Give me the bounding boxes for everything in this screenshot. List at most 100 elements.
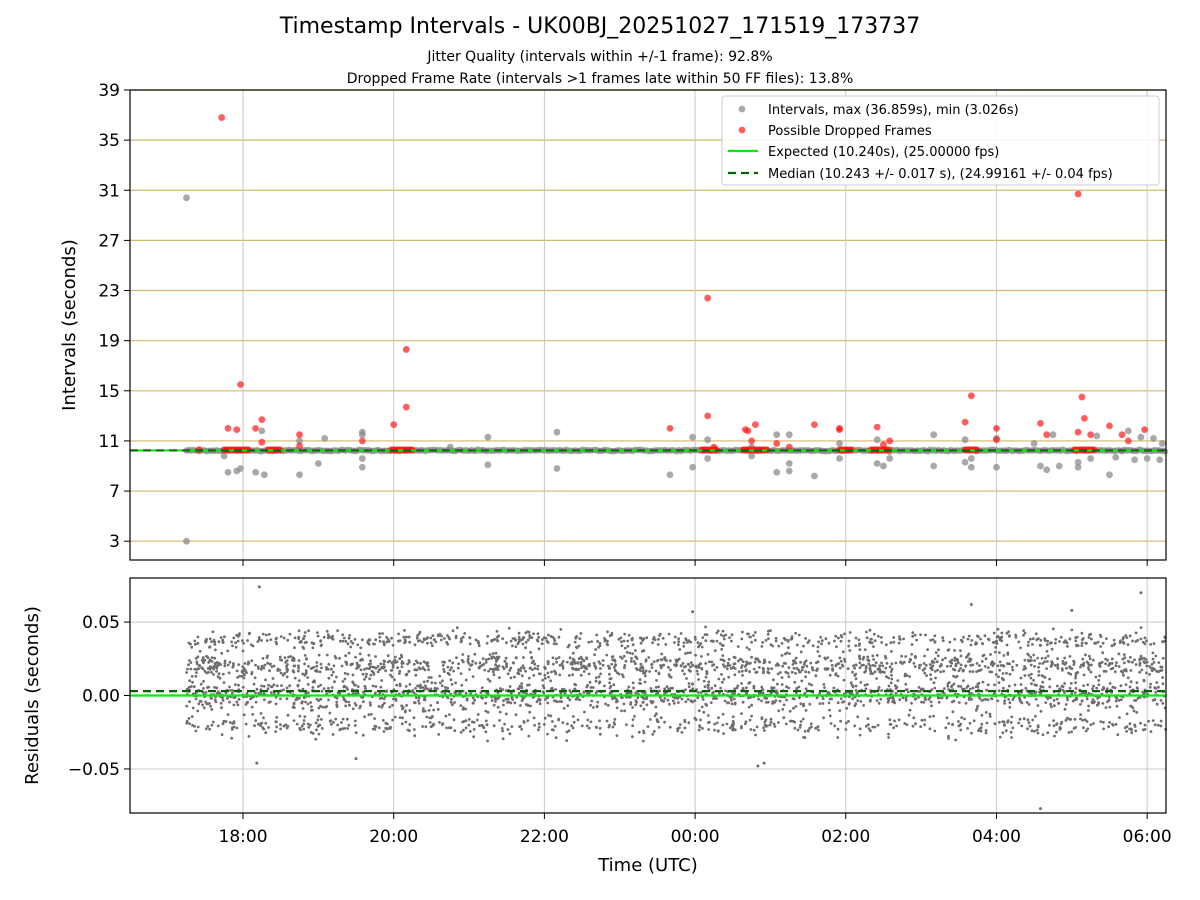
residual-point	[593, 664, 597, 667]
residual-point	[433, 681, 437, 685]
residual-point	[417, 696, 421, 700]
residual-point	[268, 700, 272, 704]
residual-point	[989, 653, 992, 656]
residual-point	[603, 637, 606, 640]
residual-point	[774, 689, 778, 693]
residual-point	[310, 641, 314, 645]
residual-point	[752, 728, 756, 732]
residual-point	[341, 680, 345, 683]
residual-point	[1131, 706, 1135, 710]
residual-point	[774, 636, 778, 640]
residual-point	[371, 727, 375, 731]
residual-point	[1143, 642, 1147, 646]
residual-point	[202, 706, 206, 710]
residual-point	[980, 722, 984, 726]
residual-point	[1095, 686, 1099, 690]
residual-point	[631, 652, 634, 655]
residual-point	[907, 713, 911, 717]
residual-point	[846, 667, 850, 671]
residual-point	[1068, 637, 1072, 641]
residual-point	[975, 642, 979, 645]
residual-point	[873, 670, 877, 674]
residual-point	[451, 703, 454, 707]
residual-point	[285, 667, 289, 671]
residual-point	[967, 698, 971, 701]
residual-point	[571, 667, 575, 670]
residual-point	[706, 714, 710, 717]
residual-point	[252, 682, 256, 686]
residual-point	[341, 717, 345, 721]
residual-point	[517, 687, 521, 691]
residual-point	[656, 720, 659, 723]
residual-point	[953, 649, 956, 652]
residual-point	[241, 685, 245, 689]
residual-point	[1029, 676, 1033, 680]
residual-point	[988, 712, 992, 716]
residual-point	[781, 664, 785, 668]
residual-point	[923, 718, 927, 722]
residual-point	[695, 665, 699, 669]
residual-point	[1079, 703, 1082, 706]
residual-point	[390, 661, 394, 665]
residual-point	[382, 662, 386, 666]
legend-entry: Expected (10.240s), (25.00000 fps)	[768, 145, 999, 160]
residual-point	[1129, 669, 1133, 672]
dropped-frame-point	[258, 438, 266, 446]
residual-point	[762, 667, 765, 671]
residual-point	[966, 637, 970, 641]
residual-point	[1075, 644, 1078, 648]
residual-point	[607, 725, 611, 729]
interval-point	[252, 468, 259, 476]
residual-point	[509, 676, 513, 680]
residual-point	[185, 671, 189, 674]
dropped-frame-subtitle: Dropped Frame Rate (intervals >1 frames …	[346, 71, 854, 87]
residual-point	[514, 713, 518, 717]
residual-point	[699, 662, 702, 666]
residual-point	[1008, 672, 1012, 676]
residual-point	[842, 678, 846, 682]
dropped-frame-point	[390, 421, 398, 429]
residual-point	[368, 665, 372, 669]
residual-point	[424, 684, 427, 688]
residual-point	[1069, 682, 1073, 685]
residual-point	[1059, 722, 1063, 726]
residual-point	[1055, 697, 1059, 701]
residual-point	[879, 697, 883, 701]
dropped-frame-point	[224, 425, 232, 432]
residual-point	[897, 641, 901, 645]
residual-point	[297, 637, 301, 640]
residual-point	[193, 639, 197, 643]
residual-point	[1091, 698, 1095, 701]
residual-point	[642, 707, 646, 711]
residual-point	[953, 637, 957, 641]
residual-point	[753, 660, 757, 664]
residual-point	[704, 639, 708, 643]
residual-point	[274, 720, 278, 724]
residual-point	[468, 642, 472, 646]
interval-point	[1043, 466, 1051, 474]
residual-point	[977, 729, 980, 733]
residual-point	[906, 690, 910, 694]
residual-point	[395, 683, 399, 687]
residual-point	[733, 702, 737, 706]
residual-point	[1156, 669, 1159, 673]
residual-point	[629, 659, 633, 663]
residual-point	[1124, 683, 1128, 686]
residual-point	[697, 691, 700, 694]
residual-point	[719, 658, 723, 661]
residual-point	[517, 635, 521, 639]
residual-point	[437, 733, 441, 736]
residual-point	[1095, 703, 1099, 707]
residual-point	[669, 675, 673, 679]
residual-point	[980, 660, 984, 663]
residual-point	[941, 639, 945, 643]
residual-point	[1082, 684, 1085, 687]
residual-point	[873, 664, 877, 668]
residual-point	[814, 726, 817, 730]
residual-point	[1055, 722, 1059, 726]
residual-point	[382, 640, 385, 644]
dropped-frame-point	[237, 381, 244, 388]
residual-point	[214, 648, 217, 652]
residual-point	[1008, 662, 1011, 666]
